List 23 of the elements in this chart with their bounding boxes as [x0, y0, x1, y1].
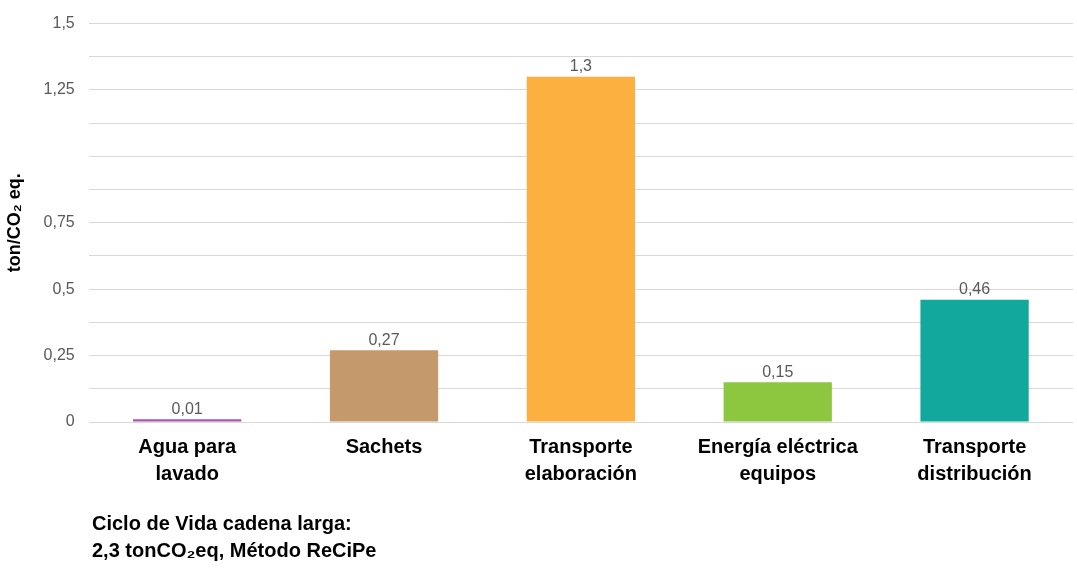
y-tick-label: 0,75: [43, 213, 75, 231]
x-tick-label: Transporte elaboración: [524, 435, 637, 485]
y-tick-label: 0: [65, 412, 75, 430]
y-axis-title: ton/CO₂ eq.: [3, 173, 24, 273]
x-tick-label: Agua para lavado: [138, 435, 237, 485]
x-tick-label: Energía eléctrica equipos: [697, 435, 859, 485]
bar: [723, 382, 832, 422]
data-label: 0,27: [368, 330, 400, 348]
bar: [526, 76, 636, 422]
data-label: 0,15: [762, 362, 794, 380]
x-tick-label: Sachets: [345, 435, 423, 458]
bar: [329, 350, 439, 422]
data-label: 1,3: [569, 57, 593, 75]
y-tick-label: 1,25: [43, 80, 75, 98]
text: Ciclo de Vida cadena larga: 2,3 tonCO₂eq, Método ReCiPe: [92, 511, 377, 563]
y-tick-label: 1,5: [52, 14, 75, 32]
data-label: 0,01: [171, 399, 203, 417]
data-label: 0,46: [959, 280, 991, 298]
bar: [133, 419, 242, 422]
y-tick-label: 0,5: [52, 279, 75, 297]
bar: [920, 299, 1029, 422]
y-tick-label: 0,25: [43, 346, 75, 364]
x-tick-label: Transporte distribución: [917, 435, 1032, 485]
